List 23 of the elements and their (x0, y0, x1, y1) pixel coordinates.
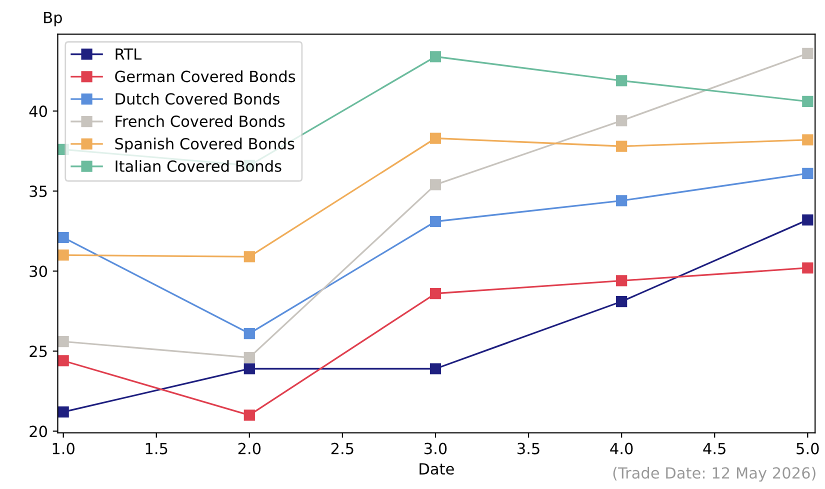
legend-label: Dutch Covered Bonds (116, 92, 280, 105)
x-tick-label: 2.0 (238, 442, 261, 454)
x-tick-label: 3.5 (518, 442, 540, 454)
legend-label: German Covered Bonds (115, 70, 296, 82)
legend-label: French Covered Bonds (116, 115, 285, 128)
y-tick-label: 40 (29, 106, 48, 118)
y-tick-label: 20 (30, 426, 48, 438)
x-tick-label: 4.5 (703, 442, 726, 454)
legend-label: Spanish Covered Bonds (115, 138, 294, 152)
x-tick-label: 3.0 (424, 442, 447, 454)
x-tick-label: 5.0 (796, 442, 819, 454)
y-axis-title: Bp (44, 12, 62, 26)
y-tick-label: 25 (30, 346, 47, 358)
y-tick-label: 30 (30, 266, 48, 278)
text: (Trade Date: 12 May 2026) (613, 466, 816, 482)
legend-label: Italian Covered Bonds (116, 160, 282, 172)
legend-label: RTL (116, 48, 142, 60)
x-tick-label: 1.0 (52, 442, 74, 454)
x-tick-label: 2.5 (331, 442, 354, 454)
y-tick-label: 35 (30, 186, 47, 198)
x-axis-title: Date (420, 463, 454, 475)
x-tick-label: 1.5 (146, 442, 168, 454)
x-tick-label: 4.0 (610, 442, 633, 454)
